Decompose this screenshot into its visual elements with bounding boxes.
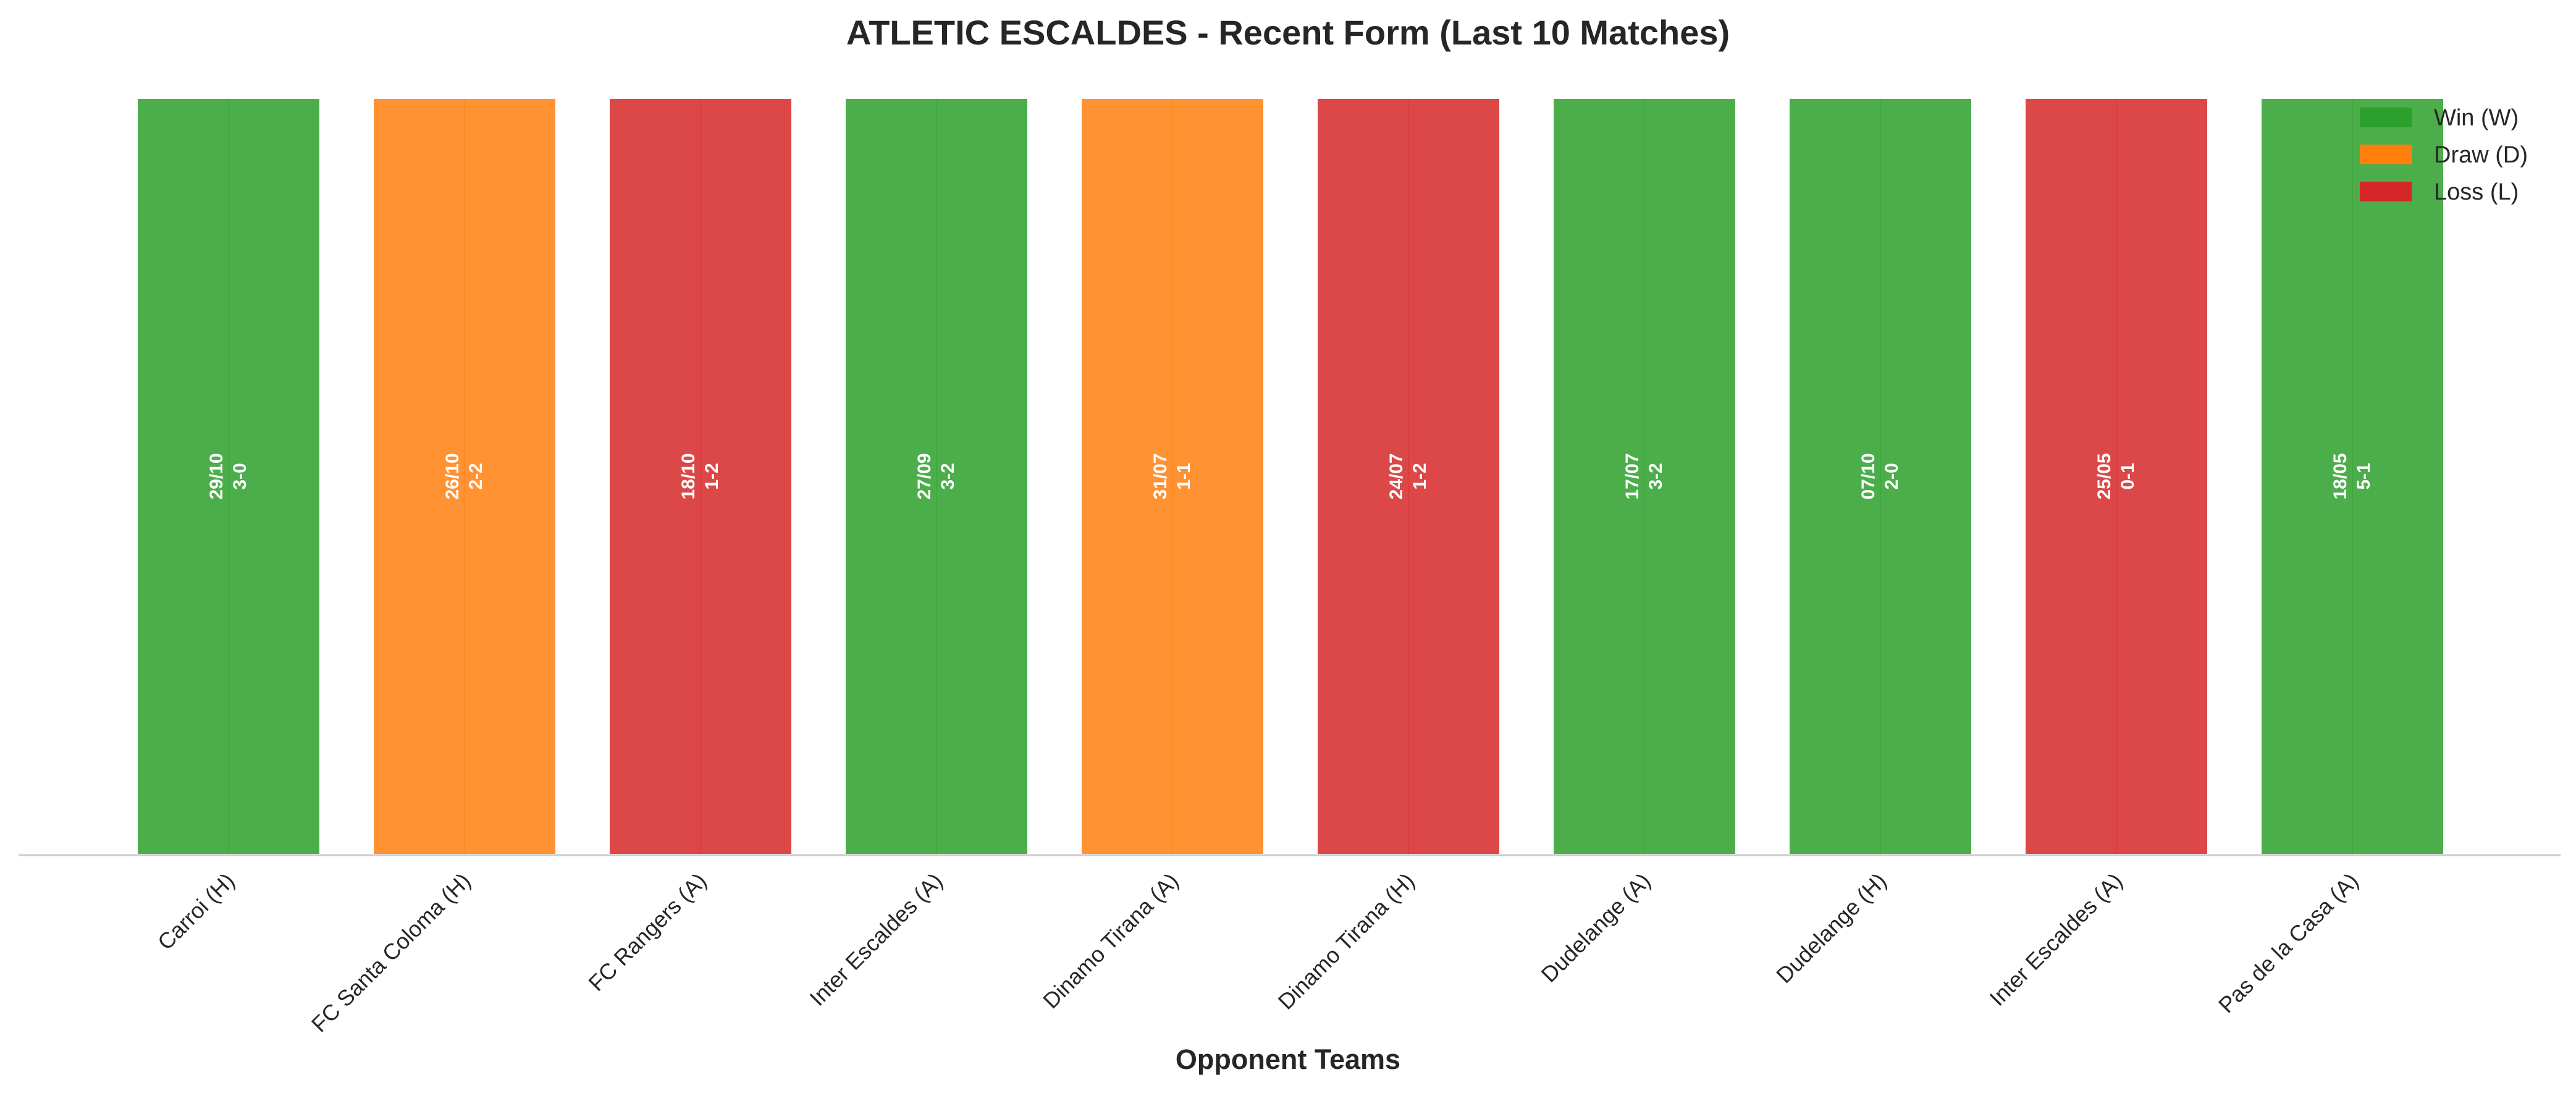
x-tick-label: Pas de la Casa (A) — [2213, 868, 2363, 1018]
bar — [607, 96, 794, 856]
bar-score-label: 3-2 — [938, 463, 958, 489]
x-tick-label: Carroi (H) — [153, 868, 240, 955]
legend-label: Draw (D) — [2434, 142, 2528, 168]
x-tick-label: FC Santa Coloma (H) — [306, 868, 476, 1037]
bar-score-label: 3-2 — [1646, 463, 1666, 489]
bar — [843, 96, 1030, 856]
bar-date-label: 27/09 — [914, 453, 935, 499]
legend-swatch — [2360, 145, 2412, 164]
bar-labels-layer: 29/10 3-0 26/10 2-2 18/10 1-2 27/09 3-2 31/07 1-1… — [206, 453, 2374, 499]
bar-date-label: 31/07 — [1150, 453, 1171, 499]
bar-date-label: 29/10 — [206, 453, 227, 499]
bar — [1079, 96, 1266, 856]
bar-date-label: 25/05 — [2094, 453, 2115, 499]
bar-date-label: 07/10 — [1858, 453, 1879, 499]
bar-date-label: 17/07 — [1622, 453, 1643, 499]
bar-score-label: 0-1 — [2118, 463, 2138, 489]
bar-score-label: 1-2 — [702, 463, 722, 489]
bar-score-label: 3-0 — [230, 463, 250, 489]
bar-score-label: 1-1 — [1174, 463, 1194, 489]
bar-date-label: 26/10 — [442, 453, 463, 499]
bar-date-label: 18/10 — [678, 453, 699, 499]
bar — [371, 96, 558, 856]
bar — [1551, 96, 1738, 856]
chart-title: ATLETIC ESCALDES - Recent Form (Last 10 … — [846, 13, 1730, 52]
x-tick-labels: Carroi (H) FC Santa Coloma (H) FC Rangers … — [153, 868, 2363, 1037]
x-tick-label: Dudelange (H) — [1771, 868, 1892, 989]
x-tick-label: Dinamo Tirana (A) — [1038, 868, 1184, 1014]
x-tick-label: Inter Escaldes (A) — [1984, 868, 2127, 1011]
x-tick-label: FC Rangers (A) — [583, 868, 711, 996]
bar-score-label: 2-0 — [1882, 463, 1902, 489]
legend-swatch — [2360, 182, 2412, 201]
bar-score-label: 2-2 — [466, 463, 486, 489]
legend-label: Loss (L) — [2434, 179, 2519, 205]
legend-label: Win (W) — [2434, 105, 2519, 131]
x-tick-label: Dinamo Tirana (H) — [1273, 868, 1420, 1015]
bar — [1787, 96, 1974, 856]
bar — [2259, 96, 2446, 856]
x-axis-label: Opponent Teams — [1176, 1044, 1400, 1075]
bar-date-label: 18/05 — [2330, 453, 2351, 499]
bars-layer — [135, 96, 2446, 856]
x-tick-label: Dudelange (A) — [1536, 868, 1656, 987]
legend-swatch — [2360, 108, 2412, 127]
bar-date-label: 24/07 — [1386, 453, 1407, 499]
x-tick-label: Inter Escaldes (A) — [804, 868, 947, 1011]
bar-score-label: 5-1 — [2354, 463, 2374, 489]
bar — [1315, 96, 1502, 856]
bar — [135, 96, 322, 856]
legend: Win (W) Draw (D) Loss (L) — [2360, 105, 2528, 205]
bar-score-label: 1-2 — [1410, 463, 1430, 489]
